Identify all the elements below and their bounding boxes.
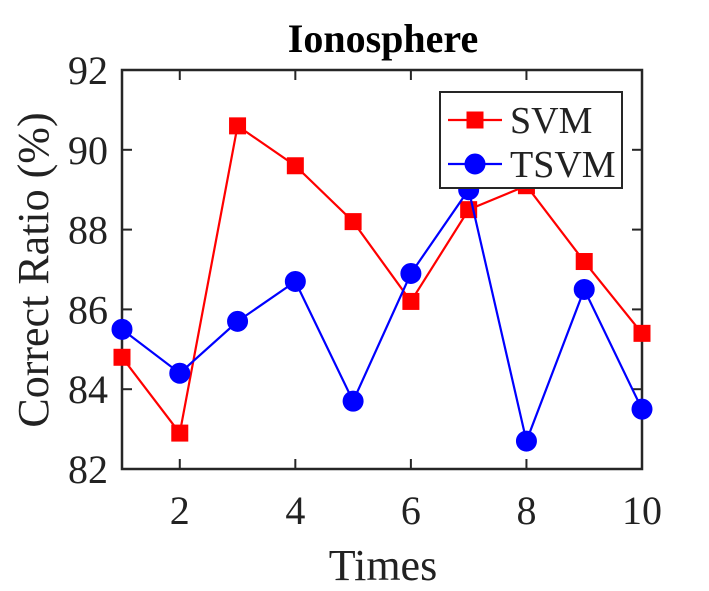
- tsvm-point: [342, 390, 364, 412]
- tsvm-legend-label: TSVM: [510, 144, 616, 186]
- y-tick-label: 92: [68, 48, 108, 93]
- svm-point: [575, 253, 593, 271]
- svm-point: [229, 117, 247, 135]
- tsvm-point: [284, 270, 306, 292]
- x-axis-label: Times: [329, 541, 437, 590]
- tsvm-point: [573, 278, 595, 300]
- y-tick-label: 84: [68, 367, 108, 412]
- tsvm-point: [111, 318, 133, 340]
- svm-point: [171, 424, 189, 442]
- y-tick-label: 82: [68, 447, 108, 492]
- svm-point: [633, 324, 651, 342]
- y-axis-label: Correct Ratio (%): [9, 112, 58, 427]
- x-tick-label: 2: [170, 488, 190, 533]
- tsvm-point: [169, 362, 191, 384]
- svm-series-line: [121, 123, 643, 436]
- x-tick-label: 4: [285, 488, 305, 533]
- tsvm-legend-marker: [464, 153, 486, 175]
- svm-point: [402, 292, 420, 310]
- tsvm-point: [227, 310, 249, 332]
- y-tick-label: 90: [68, 128, 108, 173]
- tsvm-point: [400, 262, 422, 284]
- y-tick-label: 86: [68, 287, 108, 332]
- tsvm-point: [515, 430, 537, 452]
- svm-point: [286, 157, 304, 175]
- tsvm-point: [631, 398, 653, 420]
- svm-point: [344, 213, 362, 231]
- svm-legend-marker: [466, 111, 484, 129]
- x-tick-label: 8: [516, 488, 536, 533]
- x-tick-label: 6: [401, 488, 421, 533]
- svm-point: [113, 348, 131, 366]
- x-tick-label: 10: [622, 488, 662, 533]
- tsvm-series-line: [121, 187, 643, 445]
- y-tick-label: 88: [68, 208, 108, 253]
- chart-title: Ionosphere: [288, 16, 478, 61]
- svm-legend-label: SVM: [510, 100, 592, 142]
